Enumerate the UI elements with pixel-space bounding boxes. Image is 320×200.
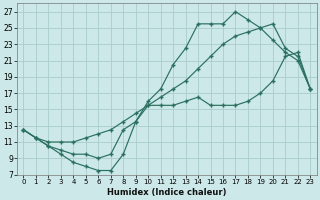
X-axis label: Humidex (Indice chaleur): Humidex (Indice chaleur) (107, 188, 227, 197)
